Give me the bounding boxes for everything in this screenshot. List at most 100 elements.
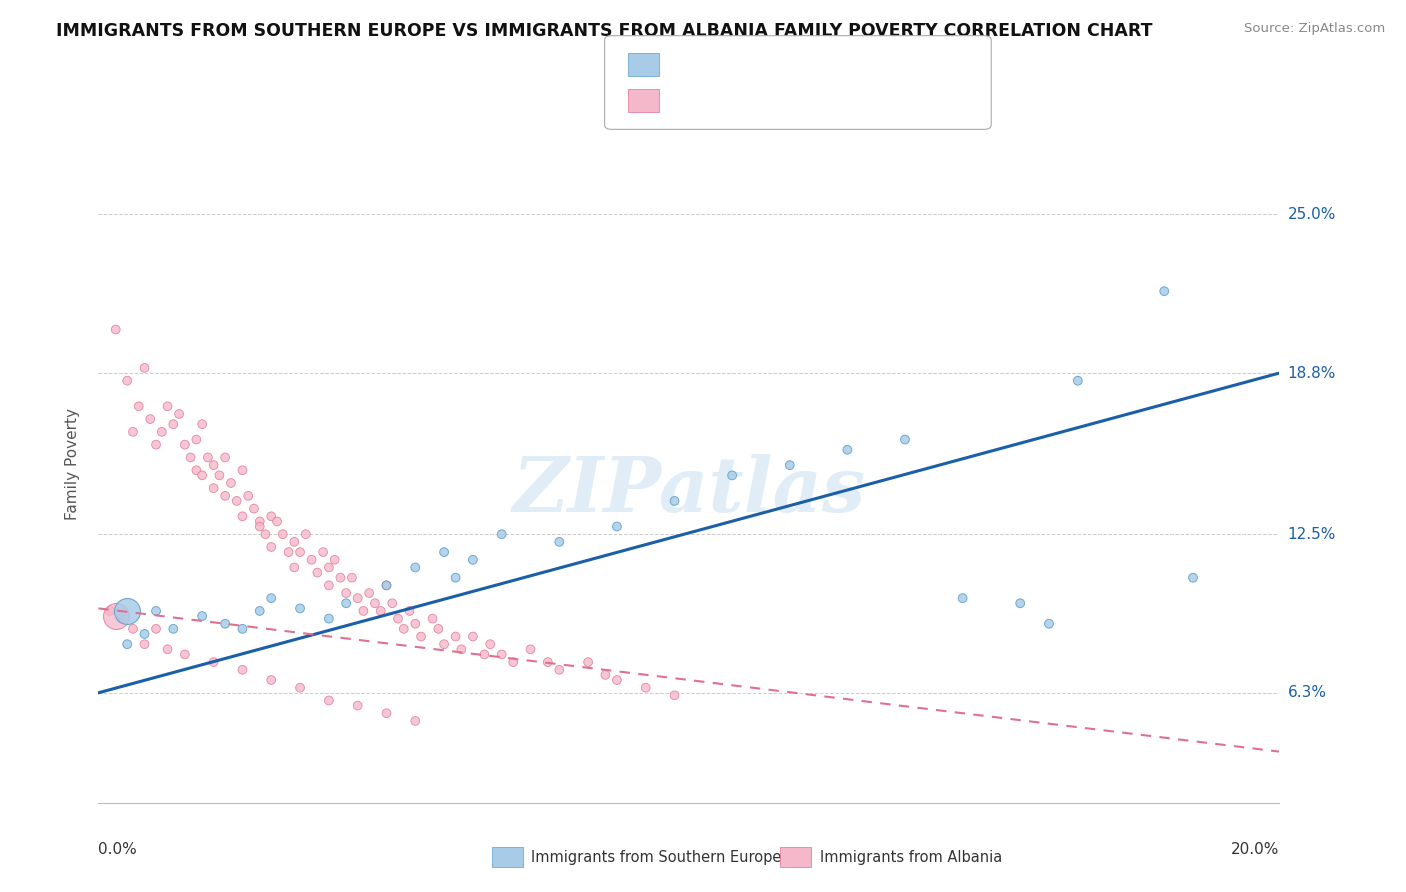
Point xyxy=(288,681,311,695)
Point xyxy=(295,527,318,541)
Point xyxy=(444,571,467,585)
Point xyxy=(173,437,195,451)
Point xyxy=(318,578,340,592)
Point xyxy=(104,609,127,624)
Point xyxy=(283,534,305,549)
Text: ZIPatlas: ZIPatlas xyxy=(512,454,866,528)
Text: 0.628: 0.628 xyxy=(700,57,751,71)
Point xyxy=(110,612,132,626)
Point xyxy=(370,604,392,618)
Point xyxy=(318,560,340,574)
Point xyxy=(249,515,271,529)
Point xyxy=(277,545,299,559)
Text: 20.0%: 20.0% xyxy=(1232,842,1279,856)
Text: 18.8%: 18.8% xyxy=(1288,366,1336,381)
Point xyxy=(231,622,253,636)
Point xyxy=(145,604,167,618)
Point xyxy=(606,673,628,687)
Point xyxy=(606,519,628,533)
Point xyxy=(1010,596,1032,610)
Point xyxy=(576,655,599,669)
Point xyxy=(335,596,357,610)
Point xyxy=(156,399,179,413)
Point xyxy=(115,637,138,651)
Point xyxy=(318,612,340,626)
Point xyxy=(1038,616,1060,631)
Text: Source: ZipAtlas.com: Source: ZipAtlas.com xyxy=(1244,22,1385,36)
Point xyxy=(122,622,145,636)
Point xyxy=(134,360,156,375)
Point xyxy=(595,668,617,682)
Point xyxy=(288,545,311,559)
Point xyxy=(307,566,329,580)
Text: N =: N = xyxy=(794,57,831,71)
Point xyxy=(197,450,219,465)
Point xyxy=(134,627,156,641)
Text: 12.5%: 12.5% xyxy=(1288,526,1336,541)
Point xyxy=(139,412,162,426)
Point xyxy=(173,648,195,662)
Point xyxy=(1067,374,1090,388)
Point xyxy=(301,553,323,567)
Point xyxy=(548,663,571,677)
Point xyxy=(145,437,167,451)
Point xyxy=(312,545,335,559)
Point xyxy=(404,714,426,728)
Point xyxy=(346,591,368,606)
Point xyxy=(422,612,444,626)
Point xyxy=(254,527,277,541)
Point xyxy=(186,463,208,477)
Point xyxy=(115,374,138,388)
Point xyxy=(167,407,190,421)
Point xyxy=(249,604,271,618)
Point xyxy=(231,463,253,477)
Point xyxy=(249,519,271,533)
Point xyxy=(260,673,283,687)
Text: 6.3%: 6.3% xyxy=(1288,685,1327,700)
Point xyxy=(260,540,283,554)
Point xyxy=(634,681,657,695)
Text: R =: R = xyxy=(668,94,703,108)
Point xyxy=(318,693,340,707)
Point xyxy=(115,604,138,618)
Point xyxy=(335,586,357,600)
Point xyxy=(461,553,484,567)
Point xyxy=(375,578,398,592)
Text: -0.122: -0.122 xyxy=(700,94,758,108)
Point xyxy=(243,501,266,516)
Point xyxy=(404,616,426,631)
Point xyxy=(191,417,214,432)
Point xyxy=(231,509,253,524)
Point xyxy=(134,637,156,651)
Y-axis label: Family Poverty: Family Poverty xyxy=(65,408,80,520)
Point xyxy=(387,612,409,626)
Point xyxy=(202,481,225,495)
Point xyxy=(260,509,283,524)
Point xyxy=(180,450,202,465)
Text: Immigrants from Albania: Immigrants from Albania xyxy=(820,850,1002,864)
Point xyxy=(894,433,917,447)
Point xyxy=(491,648,513,662)
Point xyxy=(427,622,450,636)
Point xyxy=(392,622,415,636)
Point xyxy=(398,604,420,618)
Point xyxy=(128,399,150,413)
Point xyxy=(186,433,208,447)
Point xyxy=(288,601,311,615)
Text: Immigrants from Southern Europe: Immigrants from Southern Europe xyxy=(531,850,782,864)
Text: R =: R = xyxy=(668,57,703,71)
Text: 95: 95 xyxy=(827,94,849,108)
Point xyxy=(548,534,571,549)
Text: 25.0%: 25.0% xyxy=(1288,207,1336,222)
Point xyxy=(202,458,225,472)
Point xyxy=(404,560,426,574)
Point xyxy=(191,468,214,483)
Point xyxy=(461,630,484,644)
Point xyxy=(375,706,398,721)
Point xyxy=(474,648,496,662)
Point xyxy=(231,663,253,677)
Point xyxy=(519,642,541,657)
Point xyxy=(444,630,467,644)
Point xyxy=(952,591,974,606)
Point xyxy=(238,489,260,503)
